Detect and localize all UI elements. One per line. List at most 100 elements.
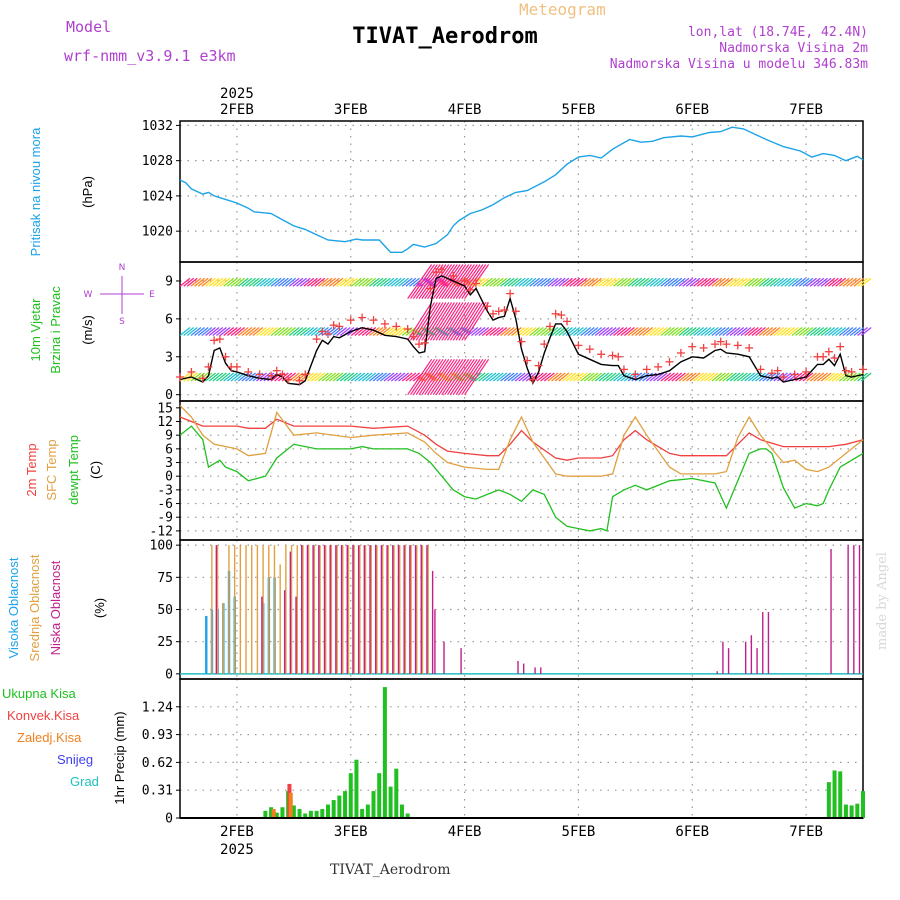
wind-barb — [339, 372, 351, 382]
cloud-ylabel: (%) — [92, 598, 107, 618]
wind-barb — [447, 264, 472, 299]
wind-barb — [623, 326, 635, 337]
wind-barb — [418, 358, 444, 396]
wind-barb — [407, 358, 433, 396]
wind-barb — [653, 326, 664, 337]
wind-barb — [194, 277, 205, 287]
wind-barb — [776, 277, 788, 287]
wind-barb — [715, 326, 726, 337]
wind-barb — [664, 326, 675, 337]
wind-barb — [230, 277, 242, 287]
precip-bar — [360, 809, 365, 818]
precip-bar — [337, 795, 342, 818]
wind-barb — [762, 277, 774, 287]
y-tick-label-temperature: 9 — [165, 429, 173, 444]
wind-barb — [776, 326, 788, 337]
wind-barb — [219, 277, 231, 287]
wind-barb — [455, 358, 481, 396]
wind-barb — [318, 277, 329, 287]
precip-bar — [365, 804, 370, 818]
wind-barb — [693, 372, 705, 382]
y-tick-label-clouds: 75 — [157, 571, 173, 586]
wind-barb — [707, 277, 719, 287]
wind-barb — [310, 326, 322, 337]
wind-barb — [270, 326, 282, 337]
wind-barb — [365, 277, 377, 287]
wind-barb — [707, 326, 719, 337]
wind-barb — [671, 372, 683, 382]
wind-barb — [616, 326, 628, 337]
wind-barb — [186, 326, 198, 337]
wind-barb — [722, 372, 734, 382]
wind-barb — [219, 326, 231, 337]
wind-barb — [733, 277, 745, 287]
wind-barb — [569, 372, 581, 382]
wind-barb — [277, 326, 289, 337]
wind-barb — [474, 326, 486, 337]
precip-bar — [855, 803, 860, 818]
wind-barb — [216, 372, 227, 382]
pressure-title: Pritisak na nivou mora — [28, 127, 43, 256]
wind-barb — [409, 277, 420, 287]
wind-barb — [751, 277, 763, 287]
wind-barb — [461, 358, 487, 396]
wind-barb — [514, 326, 526, 337]
wind-barb — [769, 277, 781, 287]
wind-barb — [758, 277, 770, 287]
wind-barb — [598, 277, 610, 287]
wind-barb — [580, 277, 592, 287]
wind-barb — [481, 372, 493, 382]
wind-barb — [769, 326, 781, 337]
panel-frame-clouds — [179, 539, 864, 680]
y-tick-label-clouds: 100 — [150, 539, 173, 554]
wind-barb — [263, 372, 275, 382]
day-label-top: 4FEB — [448, 102, 482, 118]
wind-barb — [573, 326, 584, 337]
pressure-ylabel: (hPa) — [80, 176, 95, 208]
wind-barb — [634, 277, 646, 287]
wind-barb — [711, 326, 723, 337]
wind-barb — [540, 277, 552, 287]
wind-barb — [627, 277, 639, 287]
y-tick-label-temperature: 12 — [157, 415, 173, 430]
wind-barb — [722, 277, 734, 287]
precip-bar — [371, 791, 376, 818]
wind-barb — [554, 277, 566, 287]
wind-barb — [190, 372, 202, 382]
wind-barb — [744, 277, 756, 287]
wind-barb — [835, 326, 847, 337]
wind-barb — [784, 277, 796, 287]
wind-barb — [605, 277, 617, 287]
wind-barb — [421, 302, 447, 341]
wind-barb — [325, 277, 337, 287]
wind-barb — [860, 372, 872, 382]
wind-barb — [281, 326, 293, 337]
wind-barb — [321, 326, 333, 337]
elevation-label: Nadmorska Visina 2m — [719, 41, 868, 56]
wind-barb — [350, 372, 362, 382]
wind-barb — [379, 277, 391, 287]
wind-barb — [394, 372, 406, 382]
precip-bar — [849, 805, 854, 818]
wind-barb — [762, 326, 774, 337]
wind-barb — [458, 358, 484, 396]
wind-barb — [609, 372, 621, 382]
wind-barb — [824, 277, 836, 287]
wind-barb — [613, 372, 624, 382]
precip-bar — [314, 810, 319, 818]
wind-barb — [747, 326, 759, 337]
wind-barb — [464, 302, 490, 341]
wind-barb — [256, 277, 267, 287]
wind-barb — [421, 358, 447, 396]
wind-barb — [853, 326, 865, 337]
y-tick-label-precip: 0.31 — [142, 784, 173, 799]
wind-barb — [427, 264, 453, 299]
pressure-line — [179, 126, 864, 254]
wind-barb — [849, 326, 861, 337]
wind-barb — [809, 326, 821, 337]
wind-barb — [795, 277, 807, 287]
grid-layer: 10201024102810320369-12-9-6-303691215025… — [142, 119, 863, 827]
cloud-title-0: Visoka Oblacnost — [6, 557, 21, 658]
wind-barb — [787, 326, 799, 337]
wind-barb — [492, 277, 504, 287]
